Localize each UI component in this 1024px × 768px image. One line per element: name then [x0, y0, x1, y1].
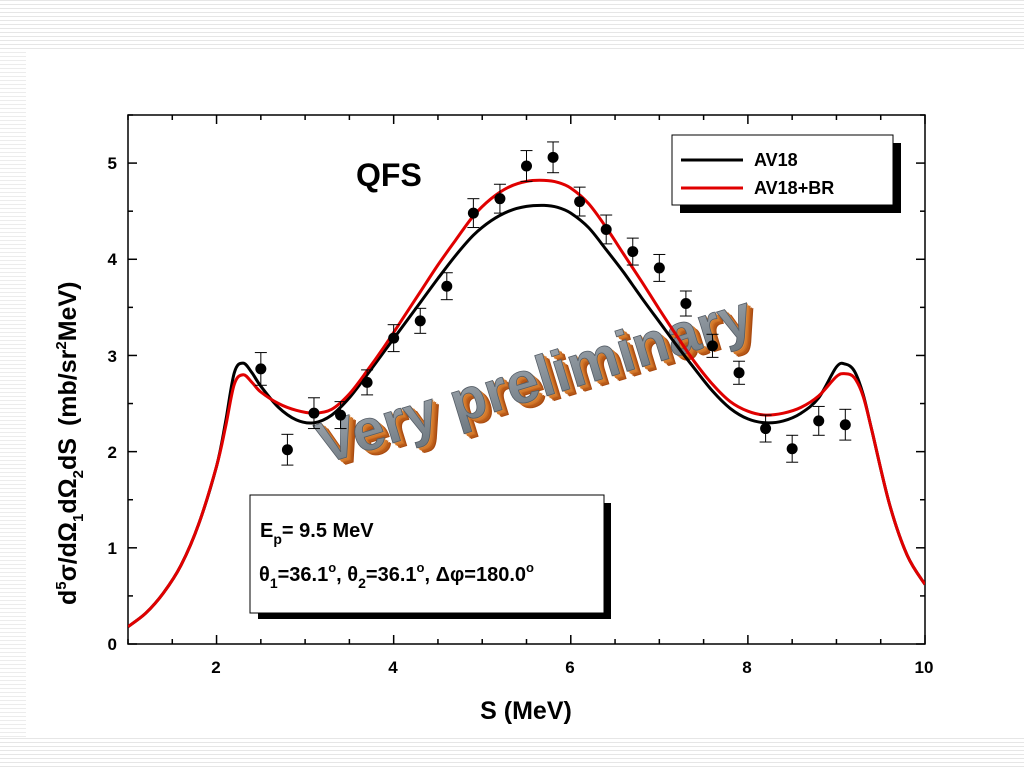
beam-energy-subscript: p [273, 531, 282, 547]
data-point [813, 415, 825, 427]
data-point [335, 409, 347, 421]
y-tick-label: 3 [108, 347, 117, 366]
legend-label-av18br: AV18+BR [754, 178, 834, 198]
data-point [839, 419, 851, 431]
y-axis-title-sub: 2 [70, 470, 87, 478]
data-point [388, 332, 400, 344]
y-tick-label: 1 [108, 539, 117, 558]
data-point [255, 363, 267, 375]
degree-mark: o [328, 560, 336, 575]
theta2-value: =36.1 [366, 564, 417, 586]
y-axis-title-sup: 5 [53, 581, 70, 589]
x-tick-labels: 2 4 6 8 10 [211, 658, 933, 677]
series-line-av18 [128, 203, 925, 628]
header-stripes [0, 0, 1024, 52]
kinematics-box: Ep= 9.5 MeV θ1=36.1o, θ2=36.1o, Δφ=180.0… [249, 494, 611, 619]
data-point [308, 407, 320, 419]
x-tick-label: 2 [211, 658, 220, 677]
legend-box [671, 134, 894, 206]
y-tick-label: 2 [108, 443, 117, 462]
y-axis-title-sup: 2 [53, 341, 70, 349]
data-point [281, 444, 293, 456]
watermark: Very preliminary Very preliminary Very p… [309, 282, 767, 482]
theta2-symbol: θ [347, 564, 358, 586]
data-point [414, 315, 426, 327]
left-stripes [0, 52, 26, 738]
x-tick-label: 4 [388, 658, 398, 677]
degree-mark: o [417, 560, 425, 575]
watermark-text: Very preliminary [309, 282, 760, 476]
x-tick-label: 6 [565, 658, 574, 677]
y-tick-label: 5 [108, 154, 117, 173]
y-axis-title-part: dS [54, 438, 82, 470]
beam-energy-value: = 9.5 MeV [282, 520, 374, 542]
axis-ticks [127, 114, 926, 645]
data-point [680, 298, 692, 310]
data-point [547, 151, 559, 163]
data-point [574, 196, 586, 208]
legend: AV18 AV18+BR [671, 134, 901, 213]
data-point [653, 262, 665, 274]
data-points-group [254, 141, 852, 466]
beam-energy-symbol: E [260, 520, 273, 542]
data-point [521, 160, 532, 172]
y-tick-labels: 0 1 2 3 4 5 [108, 154, 118, 654]
x-tick-label: 8 [742, 658, 751, 677]
data-point [627, 246, 639, 258]
x-tick-label: 10 [915, 658, 934, 677]
dphi-value: Δφ=180.0 [436, 564, 526, 586]
chart-title: QFS [356, 157, 422, 193]
data-point [361, 376, 373, 388]
y-axis-title-unit: (mb/sr [54, 349, 82, 426]
beam-energy-label: Ep= 9.5 MeV [260, 520, 374, 547]
data-point [600, 223, 612, 235]
data-point [760, 423, 772, 435]
data-point [494, 193, 506, 205]
degree-mark: o [526, 560, 534, 575]
separator: , [424, 564, 435, 586]
y-tick-label: 0 [108, 635, 117, 654]
y-axis-title-part: d [54, 590, 82, 605]
y-axis-title: d5σ/dΩ1dΩ2dS(mb/sr2MeV) [53, 282, 87, 605]
y-axis-title-sub: 1 [70, 514, 87, 522]
theta1-symbol: θ [259, 564, 270, 586]
legend-label-av18: AV18 [754, 150, 798, 170]
separator: , [336, 564, 347, 586]
theta2-subscript: 2 [358, 575, 366, 591]
theta1-subscript: 1 [270, 575, 278, 591]
y-tick-label: 4 [108, 250, 118, 269]
data-point [441, 280, 453, 292]
data-point [786, 443, 798, 455]
data-point [706, 340, 718, 352]
theta1-value: =36.1 [278, 564, 329, 586]
data-point [733, 367, 745, 379]
y-axis-title-part: dΩ [54, 478, 82, 513]
x-axis-title: S (MeV) [480, 697, 572, 725]
y-axis-title-unit: MeV) [54, 282, 82, 342]
data-point [467, 207, 479, 219]
angles-label: θ1=36.1o, θ2=36.1o, Δφ=180.0o [259, 560, 534, 591]
footer-stripes [0, 738, 1024, 768]
y-axis-title-part: σ/dΩ [54, 522, 82, 581]
info-box [249, 494, 605, 614]
